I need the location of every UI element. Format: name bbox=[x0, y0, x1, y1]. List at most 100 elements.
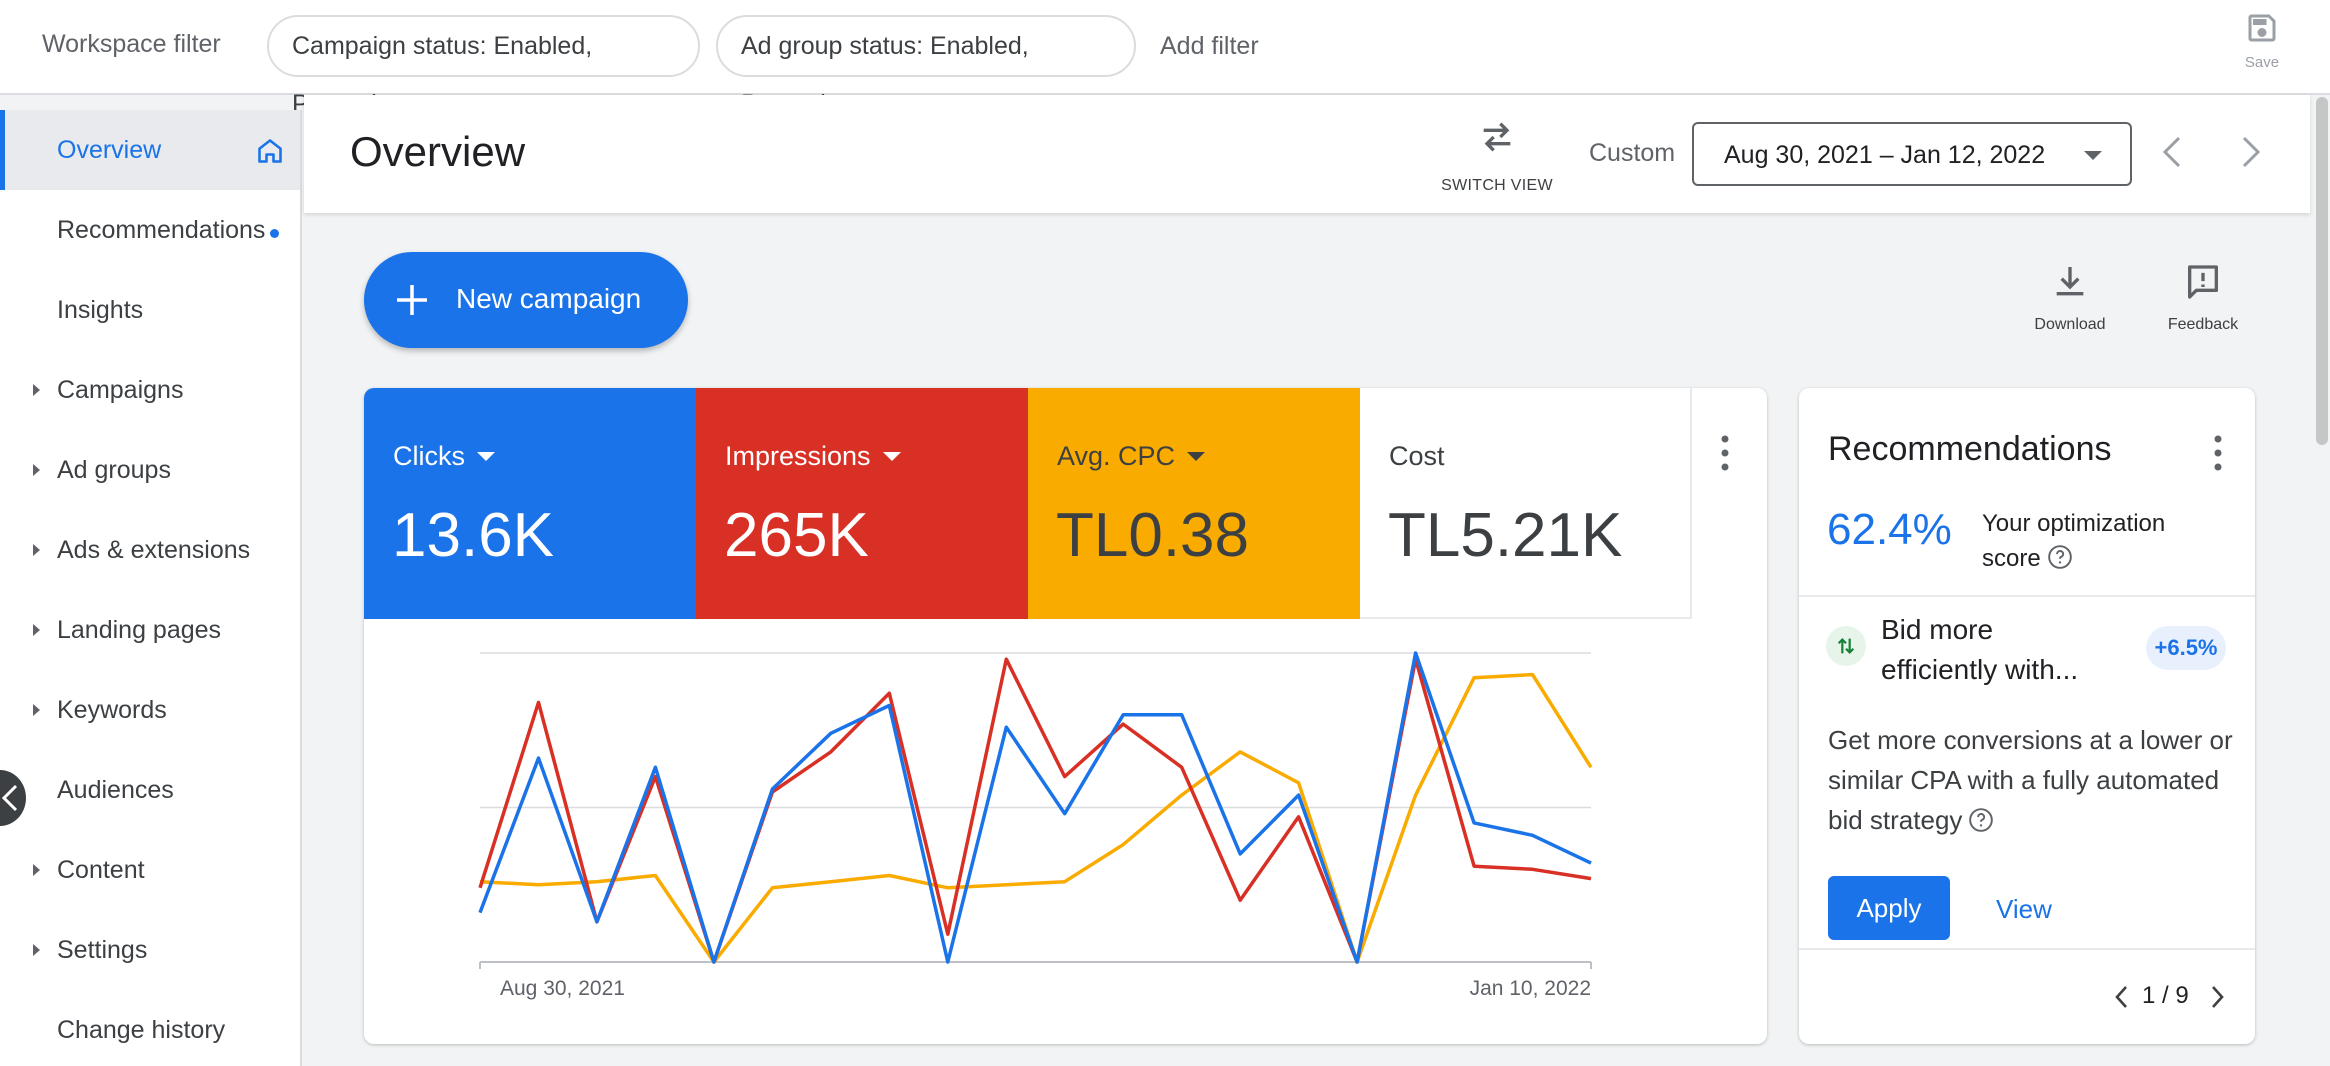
dropdown-arrow-icon bbox=[2084, 151, 2102, 160]
divider bbox=[1799, 595, 2255, 597]
sidebar-item-campaigns[interactable]: Campaigns bbox=[0, 350, 300, 430]
sidebar-item-ad-groups[interactable]: Ad groups bbox=[0, 430, 300, 510]
metric-value: 13.6K bbox=[392, 501, 555, 570]
sidebar-item-overview[interactable]: Overview bbox=[0, 110, 300, 190]
page-scrollbar-thumb[interactable] bbox=[2316, 97, 2328, 445]
sidebar-item-recommendations[interactable]: Recommendations bbox=[0, 190, 300, 270]
plus-icon bbox=[397, 285, 427, 315]
metric-name: Impressions bbox=[725, 441, 871, 471]
divider bbox=[1799, 948, 2255, 950]
next-period-icon[interactable] bbox=[2236, 132, 2266, 172]
expand-caret-icon bbox=[33, 464, 40, 476]
metric-tile-impressions[interactable]: Impressions 265K bbox=[696, 388, 1028, 619]
chevron-right-icon[interactable] bbox=[2207, 982, 2227, 1012]
optimization-score-label: Your optimization score bbox=[1982, 506, 2212, 576]
sidebar-item-label: Settings bbox=[57, 936, 148, 964]
performance-line-chart: Aug 30, 2021 Jan 10, 2022 bbox=[478, 651, 1593, 1000]
x-axis-tick-label: Aug 30, 2021 bbox=[500, 977, 625, 1000]
sidebar-item-landing-pages[interactable]: Landing pages bbox=[0, 590, 300, 670]
previous-period-icon[interactable] bbox=[2157, 132, 2187, 172]
sidebar-item-audiences[interactable]: Audiences bbox=[0, 750, 300, 830]
sidebar-item-change-history[interactable]: Change history bbox=[0, 990, 300, 1066]
swap-arrows-icon bbox=[1483, 122, 1511, 152]
date-range-type-label: Custom bbox=[1589, 139, 1676, 167]
metric-tile-clicks[interactable]: Clicks 13.6K bbox=[364, 388, 696, 619]
dropdown-arrow-icon[interactable] bbox=[882, 452, 901, 461]
save-button[interactable]: Save bbox=[2232, 10, 2292, 90]
metric-name: Cost bbox=[1389, 441, 1445, 471]
sidebar-item-label: Change history bbox=[57, 1016, 226, 1044]
ad-group-status-filter-chip[interactable]: Ad group status: Enabled, Paused bbox=[716, 15, 1136, 118]
more-options-icon[interactable] bbox=[1718, 434, 1732, 472]
help-icon[interactable] bbox=[2047, 544, 2073, 570]
new-campaign-label: New campaign bbox=[456, 283, 642, 314]
bid-strategy-icon bbox=[1826, 626, 1866, 666]
sidebar-item-settings[interactable]: Settings bbox=[0, 910, 300, 990]
more-options-icon[interactable] bbox=[2211, 434, 2225, 472]
recommendation-item-title[interactable]: Bid more efficiently with... bbox=[1881, 614, 2079, 685]
save-icon bbox=[2248, 14, 2276, 42]
chevron-left-icon bbox=[1, 784, 18, 812]
sidebar-item-label: Landing pages bbox=[57, 616, 222, 644]
expand-caret-icon bbox=[33, 544, 40, 556]
page-title: Overview bbox=[350, 128, 526, 175]
sidebar-item-content[interactable]: Content bbox=[0, 830, 300, 910]
recommendations-card: Recommendations 62.4% Your optimization … bbox=[1799, 388, 2255, 1044]
workspace-filter-bar: Workspace filter Campaign status: Enable… bbox=[0, 0, 2330, 118]
series-line-impressions bbox=[478, 657, 1592, 964]
sidebar-item-label: Campaigns bbox=[57, 376, 184, 404]
series-line-clicks bbox=[478, 651, 1592, 964]
dropdown-arrow-icon[interactable] bbox=[477, 452, 495, 461]
view-button[interactable]: View bbox=[1996, 894, 2052, 924]
help-icon[interactable] bbox=[1968, 807, 1994, 833]
sidebar-nav: Overview Recommendations Insights Campai… bbox=[0, 110, 302, 1066]
sidebar-item-label: Audiences bbox=[57, 776, 174, 804]
switch-view-button[interactable]: SWITCH VIEW bbox=[1432, 117, 1562, 195]
download-label: Download bbox=[2034, 316, 2106, 333]
score-uplift-badge: +6.5% bbox=[2146, 626, 2226, 670]
performance-card: Clicks 13.6K Impressions 265K Avg. CPC T… bbox=[364, 388, 1767, 1044]
expand-caret-icon bbox=[33, 864, 40, 876]
sidebar-item-label: Ad groups bbox=[57, 456, 171, 484]
metric-value: 265K bbox=[724, 501, 869, 570]
metric-value: TL5.21K bbox=[1388, 501, 1623, 570]
recommendation-description: Get more conversions at a lower or simil… bbox=[1828, 720, 2238, 840]
sidebar-item-label: Keywords bbox=[57, 696, 167, 724]
home-icon bbox=[258, 139, 282, 163]
feedback-button[interactable]: Feedback bbox=[2148, 262, 2258, 334]
metric-tile-avg-cpc[interactable]: Avg. CPC TL0.38 bbox=[1028, 388, 1360, 619]
expand-caret-icon bbox=[33, 944, 40, 956]
campaign-status-filter-chip[interactable]: Campaign status: Enabled, Paused bbox=[267, 15, 700, 118]
optimization-score-label-text: Your optimization score bbox=[1982, 510, 2166, 572]
metric-tile-cost[interactable]: Cost TL5.21K bbox=[1360, 388, 1692, 619]
optimization-score-value: 62.4% bbox=[1827, 505, 1952, 554]
download-button[interactable]: Download bbox=[2015, 262, 2125, 334]
metric-name: Clicks bbox=[393, 441, 465, 471]
switch-view-label: SWITCH VIEW bbox=[1441, 177, 1553, 194]
save-label: Save bbox=[2244, 54, 2280, 71]
series-line-avg-cpc bbox=[479, 672, 1593, 964]
download-icon bbox=[2056, 267, 2084, 296]
chevron-left-icon[interactable] bbox=[2112, 982, 2132, 1012]
recommendations-title: Recommendations bbox=[1828, 430, 2112, 468]
workspace-filter-label: Workspace filter bbox=[42, 30, 221, 58]
pagination-indicator: 1 / 9 bbox=[2142, 982, 2189, 1009]
sidebar-item-label: Insights bbox=[57, 296, 144, 324]
up-down-arrows-icon bbox=[1837, 638, 1855, 654]
sidebar-item-insights[interactable]: Insights bbox=[0, 270, 300, 350]
sidebar-item-keywords[interactable]: Keywords bbox=[0, 670, 300, 750]
apply-button[interactable]: Apply bbox=[1828, 876, 1950, 940]
sidebar-item-label: Overview bbox=[57, 136, 162, 164]
sidebar-item-label: Recommendations bbox=[57, 216, 266, 244]
sidebar-item-label: Ads & extensions bbox=[57, 536, 251, 564]
notification-dot-icon bbox=[270, 229, 279, 238]
sidebar-item-ads-extensions[interactable]: Ads & extensions bbox=[0, 510, 300, 590]
add-filter-button[interactable]: Add filter bbox=[1160, 32, 1259, 60]
date-range-select[interactable]: Aug 30, 2021 – Jan 12, 2022 bbox=[1692, 122, 2132, 186]
expand-caret-icon bbox=[33, 384, 40, 396]
recommendation-description-text: Get more conversions at a lower or simil… bbox=[1828, 725, 2233, 835]
dropdown-arrow-icon[interactable] bbox=[1187, 452, 1206, 461]
new-campaign-button[interactable]: New campaign bbox=[364, 252, 688, 348]
metric-value: TL0.38 bbox=[1056, 501, 1250, 570]
expand-caret-icon bbox=[33, 704, 40, 716]
